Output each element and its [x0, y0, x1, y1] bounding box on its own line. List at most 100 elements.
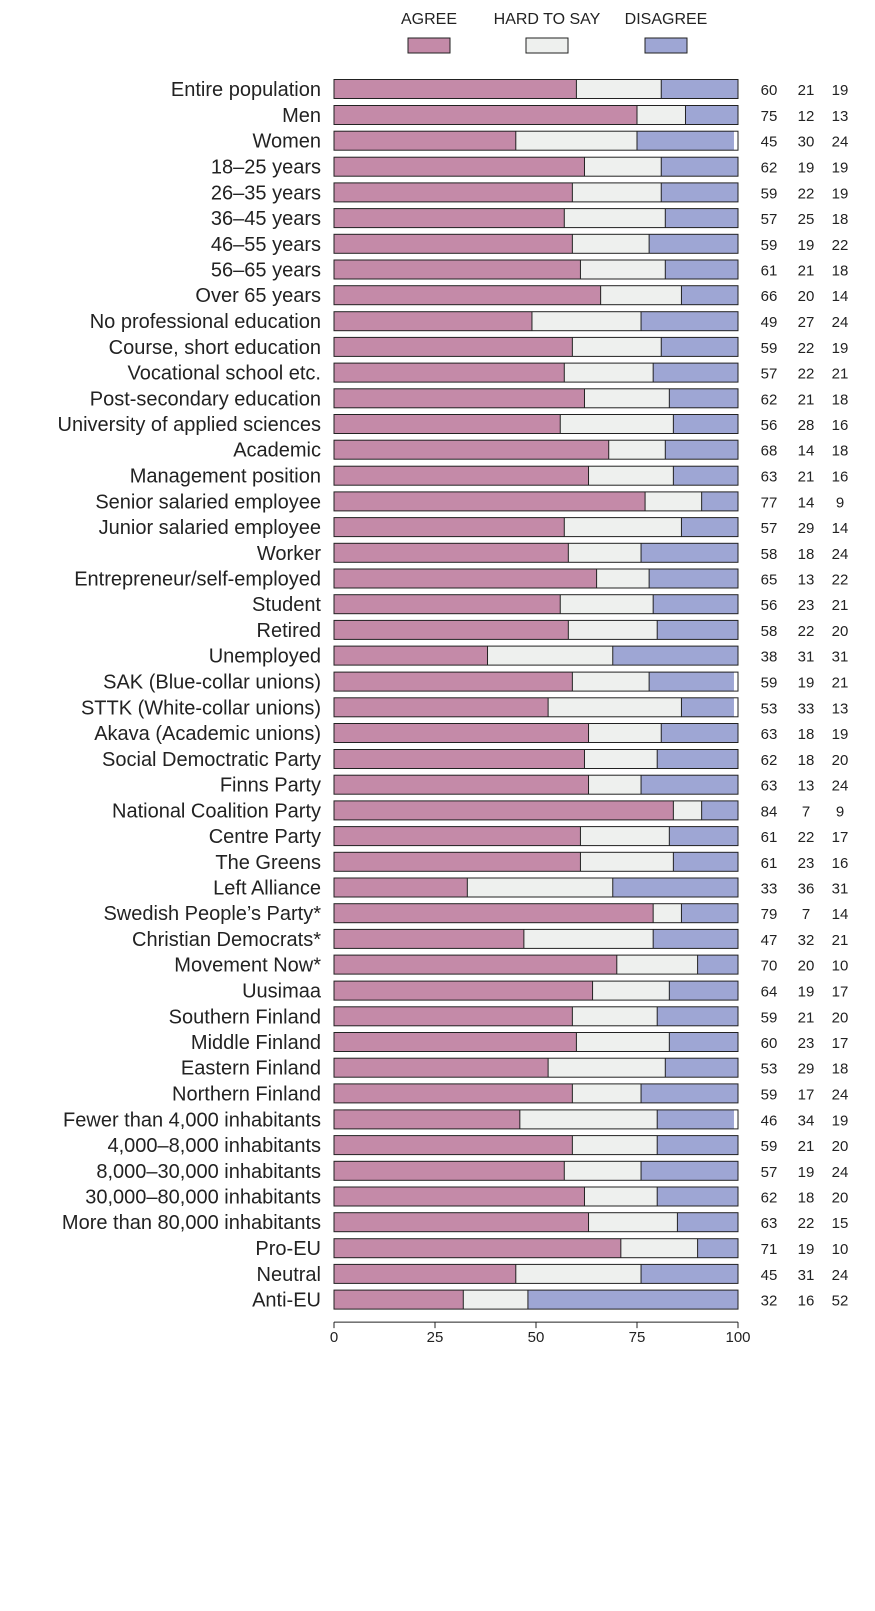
legend-swatch-disagree [644, 37, 688, 54]
bar-segment-hard-to-say [620, 1238, 698, 1258]
value-label-disagree: 19 [832, 1112, 849, 1129]
value-label-disagree: 52 [832, 1293, 849, 1310]
bar-row-sak-blue-collar-unions: SAK (Blue-collar unions) 59 19 21 [103, 671, 848, 694]
bar-outline [333, 233, 739, 254]
x-axis: 0 25 50 75 100 [330, 1321, 751, 1346]
value-label-hard-to-say: 28 [798, 417, 815, 434]
bar-segment-disagree [641, 311, 738, 331]
value-label-agree: 65 [761, 572, 778, 589]
legend-swatch-hard-to-say [525, 37, 569, 54]
bar-row-36-45-years: 36–45 years 57 25 18 [211, 208, 848, 230]
bar-segment-agree [334, 79, 577, 99]
value-label-disagree: 19 [832, 160, 849, 177]
bar-segment-hard-to-say [572, 337, 662, 357]
bar-row-fewer-than-4-000-inhabitants: Fewer than 4,000 inhabitants 46 34 19 [63, 1109, 848, 1131]
value-label-disagree: 14 [832, 906, 849, 923]
value-label-agree: 68 [761, 443, 778, 460]
value-label-hard-to-say: 25 [798, 211, 815, 228]
value-label-disagree: 10 [832, 1241, 849, 1258]
bar-segment-agree [334, 749, 585, 769]
bar-segment-hard-to-say [568, 543, 642, 563]
bar-segment-agree [334, 337, 573, 357]
bar-outline [333, 1057, 739, 1078]
value-label-agree: 58 [761, 623, 778, 640]
value-label-agree: 47 [761, 932, 778, 949]
bar-outline [333, 671, 739, 692]
bar-outline [333, 800, 739, 821]
category-label: STTK (White-collar unions) [81, 697, 321, 719]
value-label-disagree: 17 [832, 1035, 849, 1052]
bar-segment-disagree [653, 594, 738, 614]
bar-row-more-than-80-000-inhabitants: More than 80,000 inhabitants 63 22 15 [62, 1212, 848, 1234]
x-tick-label: 50 [528, 1329, 545, 1346]
bar-outline [333, 1135, 739, 1156]
bar-row-left-alliance: Left Alliance 33 36 31 [213, 877, 848, 900]
value-label-hard-to-say: 23 [798, 855, 815, 872]
category-label: Centre Party [209, 826, 321, 848]
bar-row-middle-finland: Middle Finland 60 23 17 [191, 1032, 848, 1054]
bar-row-sttk-white-collar-unions: STTK (White-collar unions) 53 33 13 [81, 697, 848, 719]
bar-segment-agree [334, 569, 597, 588]
bar-outline [333, 826, 739, 847]
category-label: Swedish People’s Party* [103, 903, 321, 925]
value-label-agree: 57 [761, 211, 778, 228]
bar-segment-hard-to-say [616, 955, 698, 975]
bar-outline [333, 1186, 739, 1207]
x-tick-label: 25 [427, 1329, 444, 1346]
bar-outline [333, 105, 739, 125]
bar-outline [333, 568, 739, 589]
x-tick-label: 75 [629, 1329, 646, 1346]
bar-row-the-greens: The Greens 61 23 16 [215, 851, 848, 874]
value-label-disagree: 19 [832, 82, 849, 99]
value-label-agree: 56 [761, 597, 778, 614]
bar-segment-agree [334, 1083, 573, 1103]
value-label-agree: 61 [761, 855, 778, 872]
value-label-agree: 59 [761, 237, 778, 254]
bar-segment-hard-to-say [608, 440, 666, 460]
value-label-disagree: 20 [832, 1009, 849, 1026]
bar-outline [333, 388, 739, 409]
bar-outline [333, 542, 739, 563]
value-label-disagree: 16 [832, 469, 849, 486]
bar-segment-agree [334, 955, 617, 975]
bar-segment-disagree [673, 414, 738, 434]
bar-row-anti-eu: Anti-EU 32 16 52 [252, 1289, 849, 1312]
bar-outline [333, 1238, 739, 1259]
bar-segment-agree [334, 1238, 621, 1258]
bar-segment-hard-to-say [572, 182, 662, 202]
bar-segment-hard-to-say [653, 903, 682, 923]
value-label-agree: 59 [761, 1009, 778, 1026]
value-label-disagree: 22 [832, 572, 849, 589]
category-label: Vocational school etc. [128, 363, 321, 385]
bar-segment-disagree [669, 826, 738, 846]
value-label-disagree: 19 [832, 726, 849, 743]
bar-segment-disagree [697, 955, 738, 975]
value-label-agree: 57 [761, 1164, 778, 1181]
value-label-disagree: 20 [832, 1190, 849, 1207]
bar-segment-agree [334, 363, 565, 383]
bar-segment-disagree [681, 697, 734, 717]
bar-segment-disagree [649, 234, 738, 254]
category-label: Neutral [257, 1264, 321, 1286]
bar-outline [333, 1032, 739, 1052]
value-label-disagree: 24 [832, 546, 849, 563]
category-label: 36–45 years [211, 208, 321, 230]
value-label-agree: 61 [761, 263, 778, 280]
value-label-agree: 71 [761, 1241, 778, 1258]
bar-segment-hard-to-say [584, 388, 670, 408]
bar-segment-hard-to-say [572, 672, 650, 692]
bar-segment-hard-to-say [548, 1058, 666, 1078]
bar-segment-hard-to-say [600, 285, 682, 305]
bar-segment-agree [334, 1032, 577, 1052]
bar-segment-agree [334, 1187, 585, 1206]
bar-segment-hard-to-say [487, 646, 613, 666]
bar-row-30-000-80-000-inhabitants: 30,000–80,000 inhabitants 62 18 20 [85, 1186, 849, 1209]
bar-outline [333, 156, 739, 177]
value-label-hard-to-say: 17 [798, 1086, 815, 1103]
bar-outline [333, 1083, 739, 1104]
bar-segment-hard-to-say [564, 363, 654, 383]
bar-segment-disagree [701, 491, 738, 511]
bar-segment-agree [334, 903, 654, 923]
bar-segment-agree [334, 260, 581, 279]
category-label: Finns Party [220, 775, 321, 797]
